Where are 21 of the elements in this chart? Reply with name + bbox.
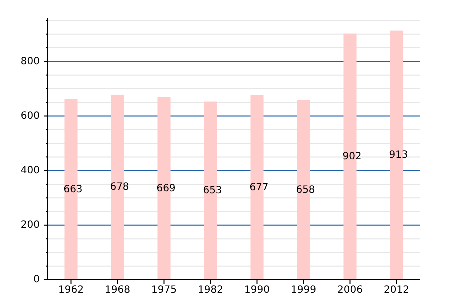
data-label: 669 <box>156 183 176 194</box>
data-label: 653 <box>203 186 222 197</box>
x-tick-label: 1968 <box>105 285 130 296</box>
y-tick-label: 400 <box>20 166 40 177</box>
data-label: 678 <box>110 182 130 194</box>
y-tick-label: 0 <box>34 274 40 286</box>
x-tick-label: 1990 <box>244 285 270 296</box>
data-label: 902 <box>342 152 362 163</box>
data-label: 913 <box>389 150 408 162</box>
x-tick-label: 1982 <box>198 285 224 296</box>
data-label: 663 <box>64 184 83 196</box>
y-tick-label: 600 <box>20 110 40 122</box>
x-tick-label: 1975 <box>152 285 177 296</box>
x-tick-label: 1962 <box>58 285 84 296</box>
y-tick-label: 200 <box>20 220 40 232</box>
x-tick-label: 2006 <box>338 285 363 296</box>
y-tick-label: 800 <box>20 56 40 68</box>
data-label: 677 <box>250 182 269 194</box>
x-tick-label: 1999 <box>291 285 316 296</box>
data-label: 658 <box>296 184 316 196</box>
x-tick-label: 2012 <box>384 285 410 296</box>
